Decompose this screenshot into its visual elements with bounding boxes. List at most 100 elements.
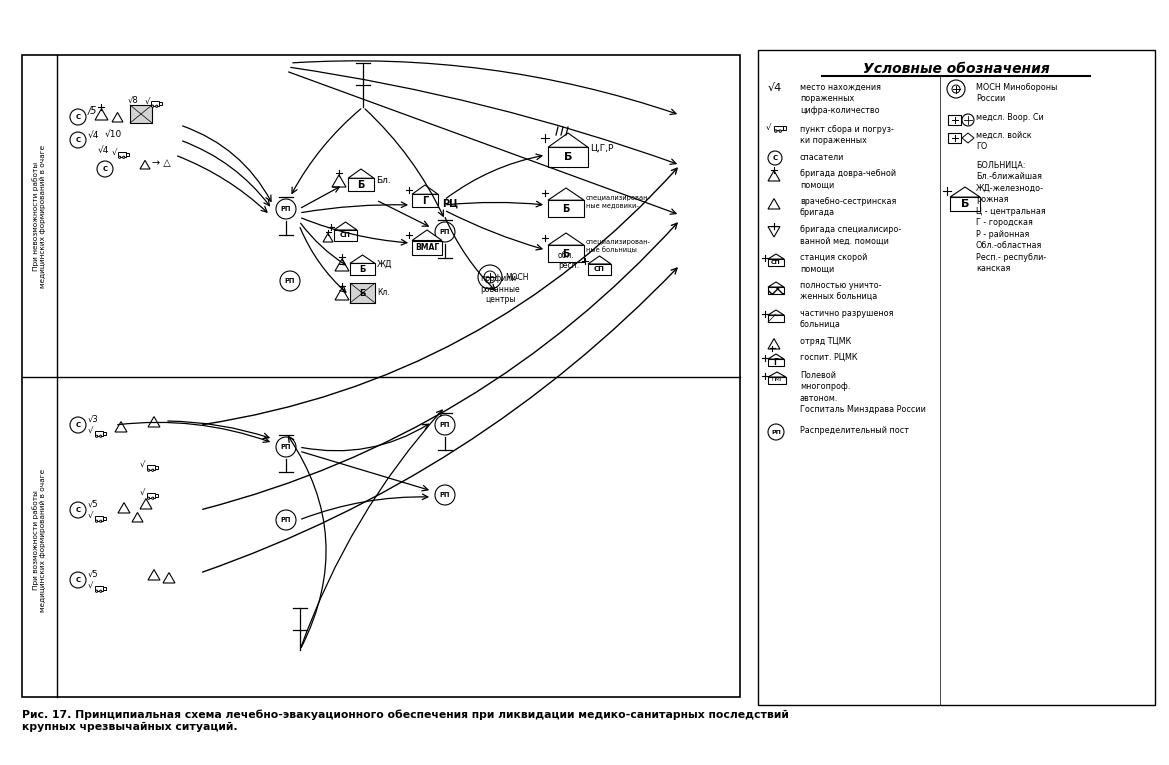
Text: √5: √5 bbox=[88, 570, 98, 579]
Circle shape bbox=[779, 130, 781, 132]
Text: C: C bbox=[103, 166, 108, 172]
Text: При возможности работы
медицинских формирований в очаге: При возможности работы медицинских форми… bbox=[32, 468, 47, 611]
Text: √4: √4 bbox=[98, 146, 110, 155]
Text: МОСН: МОСН bbox=[505, 272, 528, 282]
Text: БОЛЬНИЦА:
Бл.-ближайшая
ЖД-железнодо-
рожная
Ц - центральная
Г - городская
Р - р: БОЛЬНИЦА: Бл.-ближайшая ЖД-железнодо- ро… bbox=[976, 161, 1046, 273]
Polygon shape bbox=[350, 283, 375, 303]
Polygon shape bbox=[768, 287, 784, 294]
Text: ЖД: ЖД bbox=[376, 260, 393, 269]
Polygon shape bbox=[948, 133, 961, 143]
Circle shape bbox=[768, 424, 784, 440]
Text: место нахождения
пораженных
цифра-количество: место нахождения пораженных цифра-количе… bbox=[800, 83, 881, 115]
Circle shape bbox=[276, 199, 296, 219]
Polygon shape bbox=[948, 115, 961, 125]
Polygon shape bbox=[118, 152, 126, 157]
Polygon shape bbox=[774, 125, 782, 130]
Polygon shape bbox=[950, 187, 980, 197]
Polygon shape bbox=[95, 431, 103, 435]
Polygon shape bbox=[768, 315, 784, 322]
Polygon shape bbox=[411, 240, 442, 255]
Text: C: C bbox=[76, 577, 81, 583]
Circle shape bbox=[435, 415, 455, 435]
Text: Б: Б bbox=[359, 288, 366, 298]
Text: Б: Б bbox=[562, 249, 569, 259]
Polygon shape bbox=[548, 200, 584, 217]
Text: √: √ bbox=[140, 488, 145, 497]
Circle shape bbox=[99, 520, 102, 522]
Circle shape bbox=[281, 271, 300, 291]
Text: √10: √10 bbox=[105, 130, 123, 139]
Text: √: √ bbox=[140, 460, 145, 469]
Polygon shape bbox=[548, 245, 584, 262]
Text: Ц,Г,Р: Ц,Г,Р bbox=[590, 144, 614, 153]
Text: профили-
рованные
центры: профили- рованные центры bbox=[480, 274, 520, 304]
Polygon shape bbox=[768, 199, 780, 209]
Circle shape bbox=[118, 156, 120, 158]
Text: СП: СП bbox=[772, 260, 781, 265]
Text: РП: РП bbox=[440, 229, 450, 235]
Polygon shape bbox=[548, 188, 584, 200]
Circle shape bbox=[152, 497, 154, 500]
Polygon shape bbox=[147, 465, 155, 470]
Polygon shape bbox=[95, 587, 103, 591]
Circle shape bbox=[96, 590, 98, 592]
Polygon shape bbox=[162, 573, 175, 583]
Polygon shape bbox=[132, 513, 143, 522]
Polygon shape bbox=[130, 105, 152, 123]
Polygon shape bbox=[548, 233, 584, 245]
Text: ПМГ: ПМГ bbox=[772, 376, 783, 382]
Polygon shape bbox=[159, 102, 162, 105]
Circle shape bbox=[99, 590, 102, 592]
Text: специализирован-
ные медовики-: специализирован- ные медовики- bbox=[586, 195, 651, 208]
Polygon shape bbox=[348, 178, 374, 191]
Polygon shape bbox=[140, 161, 150, 169]
Text: РЦ: РЦ bbox=[442, 199, 458, 209]
Text: → △: → △ bbox=[152, 158, 171, 168]
Polygon shape bbox=[336, 259, 350, 271]
Polygon shape bbox=[126, 153, 129, 156]
Text: специализирован-
ные больницы: специализирован- ные больницы bbox=[586, 239, 651, 253]
Text: √: √ bbox=[145, 97, 151, 106]
Polygon shape bbox=[548, 148, 588, 167]
Polygon shape bbox=[103, 517, 106, 520]
Polygon shape bbox=[768, 259, 784, 266]
Circle shape bbox=[768, 151, 782, 165]
Polygon shape bbox=[782, 126, 786, 130]
Text: √4: √4 bbox=[768, 83, 782, 93]
Polygon shape bbox=[411, 230, 442, 240]
Polygon shape bbox=[350, 255, 375, 263]
Circle shape bbox=[70, 502, 87, 518]
Text: РП: РП bbox=[285, 278, 296, 284]
Polygon shape bbox=[768, 171, 780, 181]
Polygon shape bbox=[148, 570, 160, 580]
Polygon shape bbox=[768, 339, 780, 349]
Text: бригада специалисиро-
ванной мед. помощи: бригада специалисиро- ванной мед. помощи bbox=[800, 225, 901, 246]
Polygon shape bbox=[768, 354, 784, 359]
Polygon shape bbox=[323, 233, 333, 242]
Text: РП: РП bbox=[281, 517, 291, 523]
Polygon shape bbox=[768, 226, 780, 237]
Text: Полевой
многопроф.
автоном.
Госпиталь Минздрава России: Полевой многопроф. автоном. Госпиталь Ми… bbox=[800, 371, 926, 415]
Polygon shape bbox=[411, 185, 438, 194]
Text: спасатели: спасатели bbox=[800, 153, 844, 162]
Polygon shape bbox=[155, 494, 158, 497]
Circle shape bbox=[147, 497, 150, 500]
Circle shape bbox=[70, 109, 87, 125]
Circle shape bbox=[96, 435, 98, 438]
Text: Б: Б bbox=[359, 265, 366, 274]
Text: Б: Б bbox=[563, 152, 572, 162]
Circle shape bbox=[478, 265, 502, 289]
Text: госпит. РЦМК: госпит. РЦМК bbox=[800, 353, 858, 362]
Polygon shape bbox=[950, 197, 980, 211]
Polygon shape bbox=[147, 493, 155, 497]
Polygon shape bbox=[768, 372, 786, 377]
Text: полностью уничто-
женных больница: полностью уничто- женных больница bbox=[800, 281, 881, 301]
Text: бригада довра-чебной
помощи: бригада довра-чебной помощи bbox=[800, 169, 897, 190]
Polygon shape bbox=[768, 377, 786, 384]
Polygon shape bbox=[334, 230, 357, 241]
Text: ВМАГ: ВМАГ bbox=[415, 243, 440, 252]
Text: √: √ bbox=[112, 148, 117, 157]
Polygon shape bbox=[411, 194, 438, 207]
Text: /5: /5 bbox=[88, 106, 97, 116]
Text: √: √ bbox=[88, 426, 94, 435]
